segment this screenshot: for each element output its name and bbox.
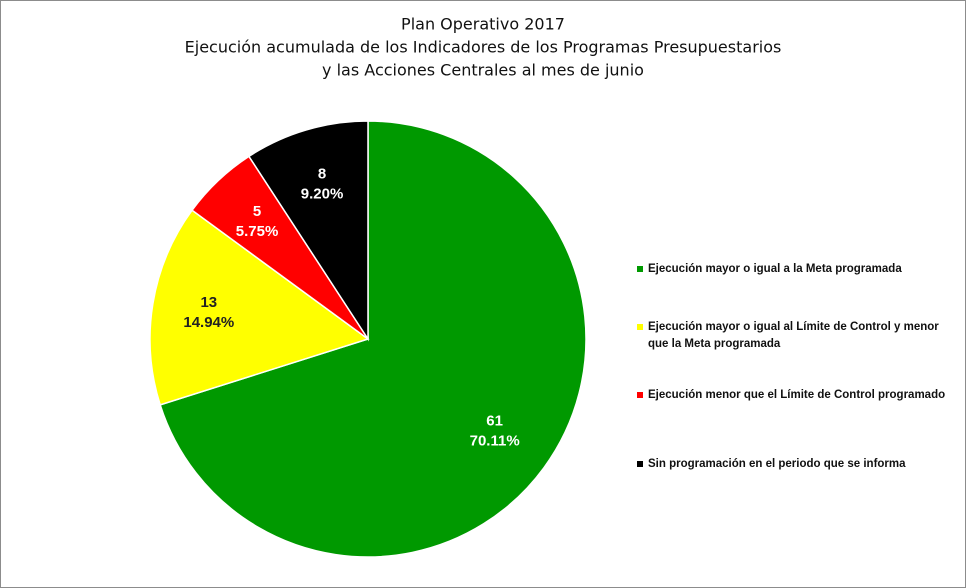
data-label: 8 — [318, 165, 326, 182]
data-label-percent: 14.94% — [183, 314, 234, 331]
legend-label: Ejecución mayor o igual a la Meta progra… — [648, 263, 902, 275]
chart-title: Plan Operativo 2017 — [401, 15, 565, 34]
chart-title: Ejecución acumulada de los Indicadores d… — [185, 38, 782, 57]
legend-label: Ejecución mayor o igual al Límite de Con… — [648, 321, 939, 350]
legend-label: Ejecución menor que el Límite de Control… — [648, 389, 946, 401]
legend-item: Ejecución menor que el Límite de Control… — [637, 387, 955, 404]
chart-title: y las Acciones Centrales al mes de junio — [322, 61, 644, 80]
data-label: 61 — [486, 413, 503, 430]
legend-item: Sin programación en el periodo que se in… — [637, 456, 955, 473]
data-label: 13 — [200, 294, 217, 311]
data-label-percent: 9.20% — [301, 185, 344, 202]
legend-swatch — [637, 324, 643, 330]
data-label-percent: 70.11% — [470, 433, 520, 450]
legend-swatch — [637, 266, 643, 272]
pie-slice — [247, 120, 369, 342]
legend-swatch — [637, 461, 643, 467]
pie-slice — [159, 120, 587, 558]
data-label: 5 — [253, 203, 261, 220]
legend-swatch — [637, 392, 643, 398]
legend-item: Ejecución mayor o igual al Límite de Con… — [637, 319, 955, 353]
legend-item: Ejecución mayor o igual a la Meta progra… — [637, 261, 955, 278]
data-label-percent: 5.75% — [236, 223, 279, 240]
legend-label: Sin programación en el periodo que se in… — [648, 458, 906, 470]
pie-slice — [149, 209, 370, 406]
